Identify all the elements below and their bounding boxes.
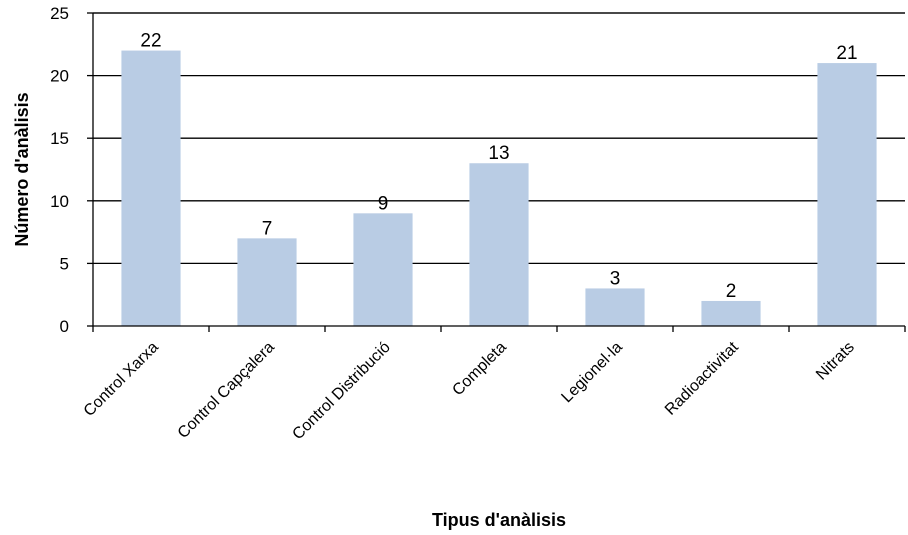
bar (353, 213, 412, 326)
data-label: 3 (610, 268, 621, 289)
y-tick-label: 15 (50, 129, 69, 148)
x-tick-label: Control Xarxa (81, 339, 162, 420)
y-axis-title: Número d'anàlisis (12, 92, 32, 246)
y-tick-label: 0 (60, 317, 69, 336)
x-tick-label: Legionel·la (558, 339, 625, 406)
data-label: 2 (726, 281, 737, 302)
x-tick-label: Radioactivitat (662, 338, 742, 418)
x-axis-title: Tipus d'anàlisis (432, 510, 566, 530)
data-label: 7 (262, 218, 273, 239)
data-label: 22 (140, 31, 161, 52)
bar (585, 288, 644, 326)
bar (469, 163, 528, 326)
data-label: 13 (488, 143, 509, 164)
x-tick-label: Control Distribució (289, 339, 394, 444)
y-tick-label: 20 (50, 67, 69, 86)
data-label: 9 (378, 193, 389, 214)
y-tick-label: 25 (50, 4, 69, 23)
bars (121, 51, 876, 326)
y-tick-label: 5 (60, 254, 69, 273)
data-label: 21 (836, 43, 857, 64)
bar (817, 63, 876, 326)
x-tick-label: Control Capçalera (175, 339, 278, 442)
y-tick-label: 10 (50, 192, 69, 211)
bar (121, 51, 180, 326)
x-tick-label: Completa (449, 339, 510, 400)
bar (701, 301, 760, 326)
x-tick-label: Nitrats (813, 339, 858, 384)
bar (237, 238, 296, 326)
